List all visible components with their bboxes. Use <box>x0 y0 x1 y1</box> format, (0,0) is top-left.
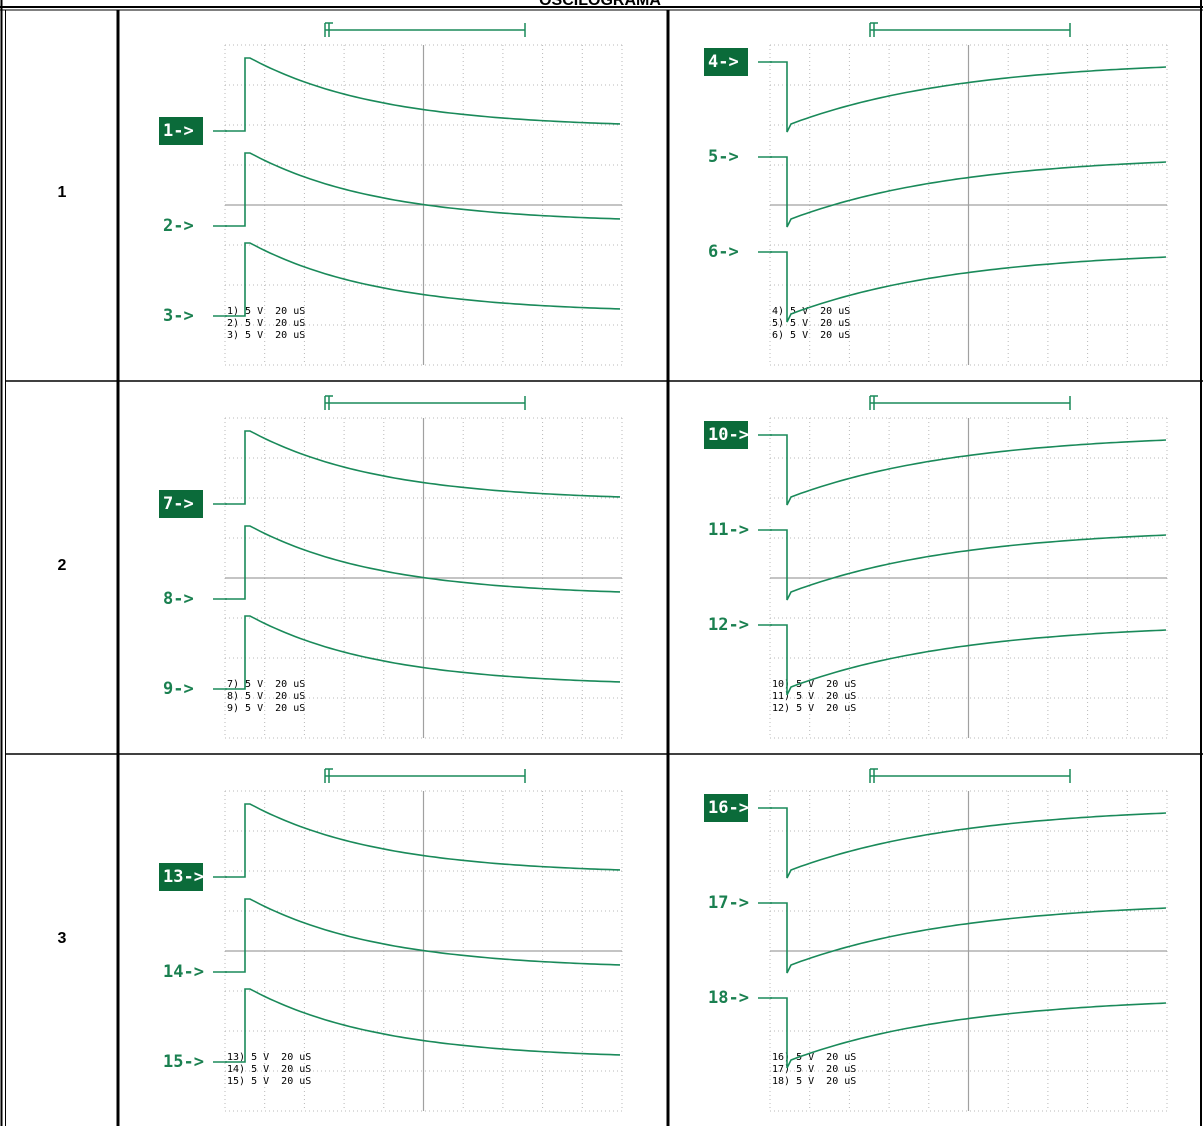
scale-text: 16) 5 V 20 uS <box>772 1052 856 1063</box>
channel-label: 12-> <box>708 615 749 635</box>
channel-label: 5-> <box>708 147 739 167</box>
channel-label: 17-> <box>708 893 749 913</box>
row-label: 1 <box>58 184 67 201</box>
channel-label: 4-> <box>708 52 739 72</box>
scale-text: 2) 5 V 20 uS <box>227 318 305 329</box>
scale-text: 5) 5 V 20 uS <box>772 318 850 329</box>
channel-label: 7-> <box>163 494 194 514</box>
scale-text: 15) 5 V 20 uS <box>227 1076 311 1087</box>
channel-label: 18-> <box>708 988 749 1008</box>
channel-label: 8-> <box>163 589 194 609</box>
oscilloscope-panel: 16-> 16) 5 V 20 uS 17-> 17) 5 V 20 uS 18-> 18… <box>704 769 1167 1111</box>
row-label: 3 <box>58 930 67 947</box>
trigger-marker <box>325 769 525 783</box>
scale-text: 6) 5 V 20 uS <box>772 330 850 341</box>
channel-label: 13-> <box>163 867 204 887</box>
channel-label: 16-> <box>708 798 749 818</box>
scale-text: 3) 5 V 20 uS <box>227 330 305 341</box>
trigger-marker <box>870 23 1070 37</box>
trace <box>225 431 620 504</box>
scale-text: 18) 5 V 20 uS <box>772 1076 856 1087</box>
trace <box>225 899 620 972</box>
scale-text: 11) 5 V 20 uS <box>772 691 856 702</box>
scale-text: 8) 5 V 20 uS <box>227 691 305 702</box>
trace <box>225 153 620 226</box>
row-label: 2 <box>58 557 67 574</box>
scale-text: 17) 5 V 20 uS <box>772 1064 856 1075</box>
oscilloscope-panel: 7->7) 5 V 20 uS8->8) 5 V 20 uS9->9) 5 V … <box>159 396 622 738</box>
oscilloscope-panel: 1->1) 5 V 20 uS2->2) 5 V 20 uS3->3) 5 V … <box>159 23 622 365</box>
trigger-marker <box>870 396 1070 410</box>
channel-label: 6-> <box>708 242 739 262</box>
trigger-marker <box>325 396 525 410</box>
table-borders <box>0 0 1203 1126</box>
channel-label: 14-> <box>163 962 204 982</box>
channel-label: 2-> <box>163 216 194 236</box>
trigger-marker <box>870 769 1070 783</box>
scale-text: 9) 5 V 20 uS <box>227 703 305 714</box>
trigger-marker <box>325 23 525 37</box>
channel-label: 11-> <box>708 520 749 540</box>
channel-label: 15-> <box>163 1052 204 1072</box>
oscilloscope-panel: 10-> 10) 5 V 20 uS 11-> 11) 5 V 20 uS 12-> 12… <box>704 396 1167 738</box>
document: OSCILOGRAMA 11->1) 5 V 20 uS2->2) 5 V 20… <box>0 0 1203 1126</box>
channel-label: 1-> <box>163 121 194 141</box>
scale-text: 12) 5 V 20 uS <box>772 703 856 714</box>
trace <box>225 526 620 599</box>
trace <box>225 804 620 877</box>
channel-label: 3-> <box>163 306 194 326</box>
oscilloscope-panel: 4->4) 5 V 20 uS5->5) 5 V 20 uS6->6) 5 V … <box>704 23 1167 365</box>
scale-text: 10) 5 V 20 uS <box>772 679 856 690</box>
channel-label: 10-> <box>708 425 749 445</box>
channel-label: 9-> <box>163 679 194 699</box>
scale-text: 14) 5 V 20 uS <box>227 1064 311 1075</box>
trace <box>225 58 620 131</box>
